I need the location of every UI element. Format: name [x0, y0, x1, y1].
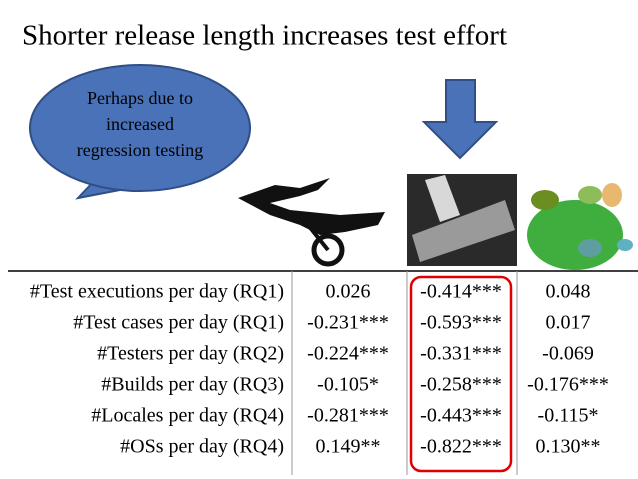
table-cell: 0.149** [316, 436, 381, 458]
down-arrow [421, 79, 499, 160]
table-cell: -0.443*** [420, 405, 502, 427]
row-label: #Testers per day (RQ2) [97, 343, 284, 365]
table-cell: -0.258*** [420, 374, 502, 396]
table-cell: -0.822*** [420, 436, 502, 458]
ruler-photo [407, 174, 517, 266]
row-label: #Builds per day (RQ3) [101, 374, 284, 396]
table-cell: 0.048 [546, 281, 591, 303]
highlight-box [409, 275, 513, 473]
cart-illustration [238, 178, 385, 267]
table-cell: 0.017 [546, 312, 591, 334]
row-label: #OSs per day (RQ4) [120, 436, 284, 458]
table-cell: -0.593*** [420, 312, 502, 334]
table-cell: -0.331*** [420, 343, 502, 365]
table-cell: 0.026 [326, 281, 371, 303]
callout-line: Perhaps due to [87, 88, 193, 108]
table-cell: -0.115* [538, 405, 599, 427]
table-cell: -0.224*** [307, 343, 389, 365]
table-cell: -0.231*** [307, 312, 389, 334]
table-cell: -0.176*** [527, 374, 609, 396]
table-cell: -0.069 [542, 343, 594, 365]
table-cell: -0.281*** [307, 405, 389, 427]
callout-bubble [29, 64, 251, 192]
table-cell: -0.414*** [420, 281, 502, 303]
table-cell: -0.105* [317, 374, 379, 396]
table: #Test executions per day (RQ1) 0.026 -0.41… [30, 281, 609, 458]
callout-text: Perhaps due to increased regression testin… [77, 88, 203, 160]
row-label: #Locales per day (RQ4) [91, 405, 284, 427]
callout-line: regression testing [77, 140, 203, 160]
table-cell: 0.130** [536, 436, 601, 458]
callout-line: increased [106, 114, 174, 134]
slide-title: Shorter release length increases test ef… [22, 20, 507, 52]
row-label: #Test executions per day (RQ1) [30, 281, 284, 303]
row-label: #Test cases per day (RQ1) [73, 312, 284, 334]
frogs-clipart [527, 183, 633, 270]
